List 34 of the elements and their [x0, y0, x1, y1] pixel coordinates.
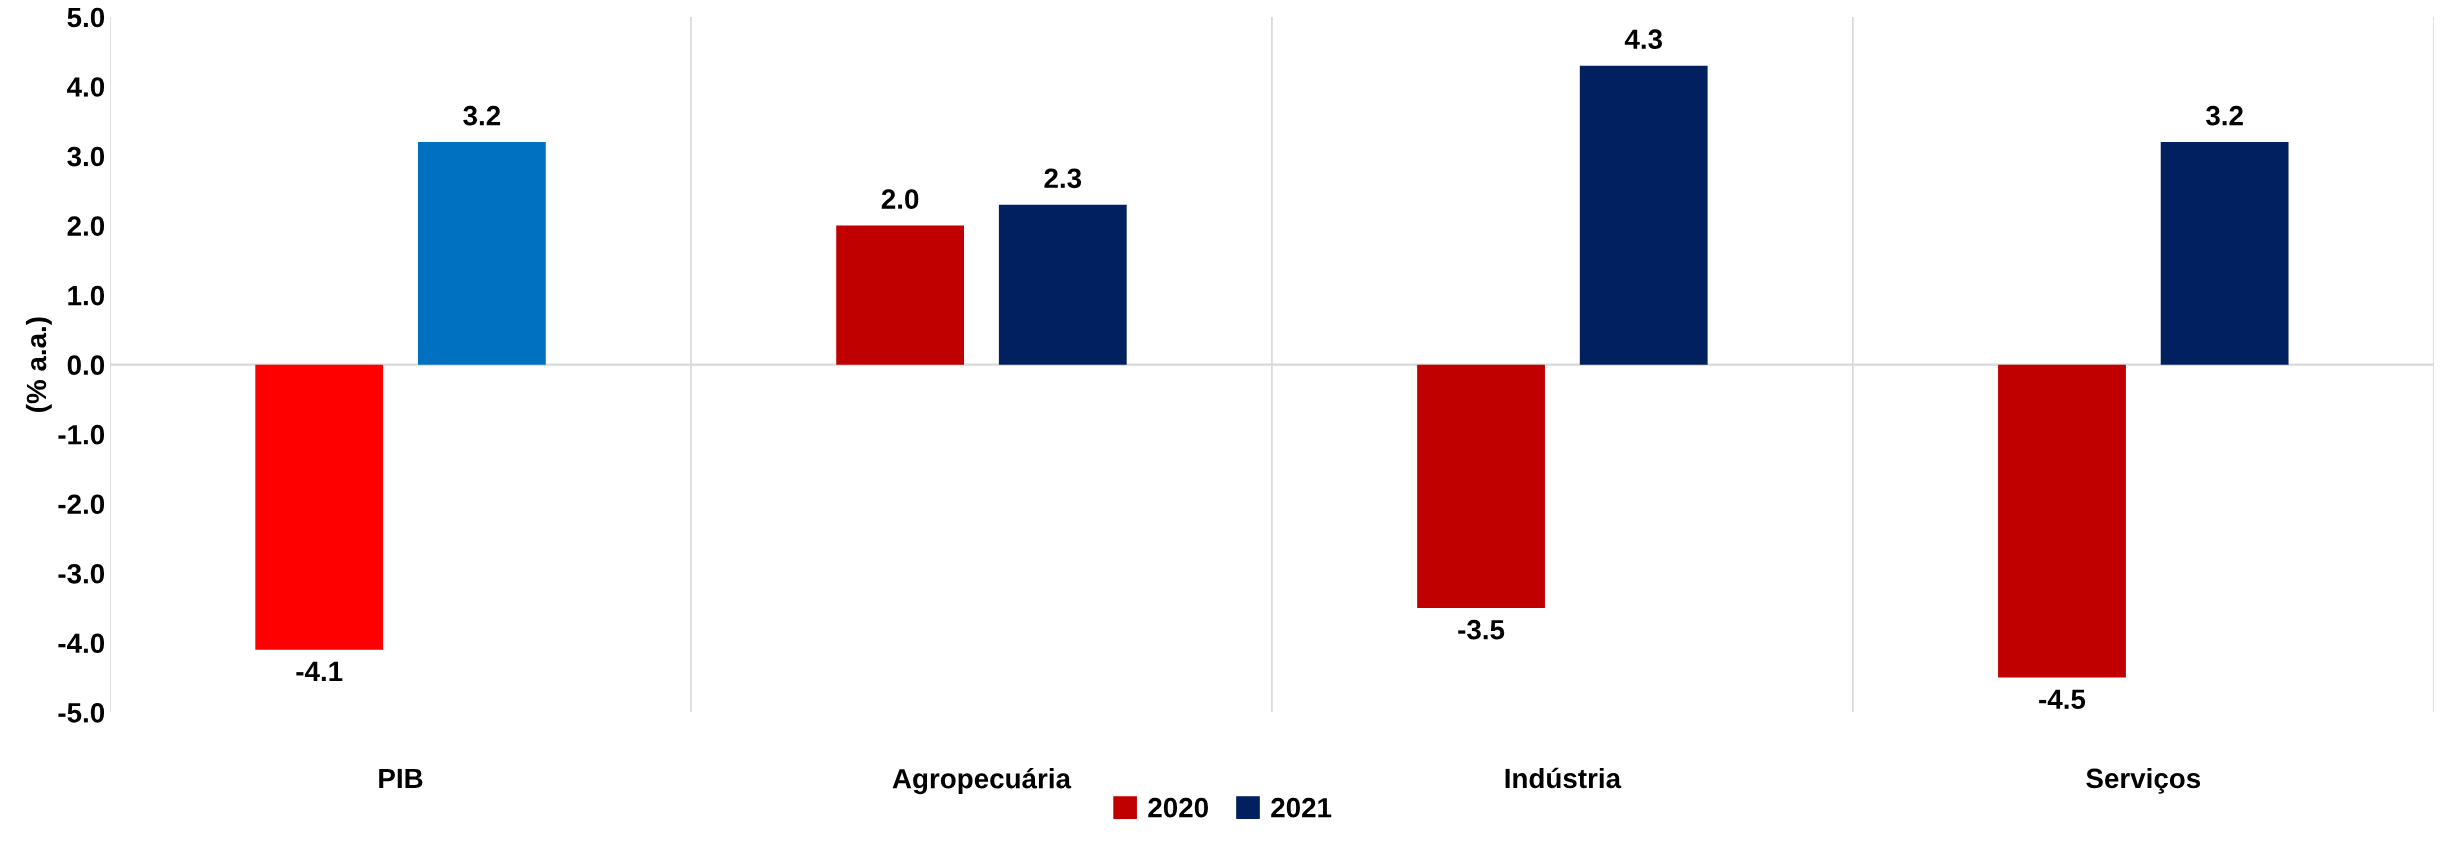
bar — [255, 364, 384, 650]
bar — [1579, 65, 1708, 365]
x-tick-label: Serviços — [2086, 767, 2201, 794]
bar — [836, 225, 965, 365]
y-axis-title: (% a.a.) — [25, 317, 52, 412]
y-tick-label: 0.0 — [67, 355, 105, 375]
legend-label: 2020 — [1148, 797, 1208, 818]
bar — [2160, 142, 2289, 365]
y-tick-label: -4.0 — [58, 633, 105, 654]
y-tick-label: 4.0 — [67, 77, 105, 97]
bar — [1417, 364, 1545, 609]
bar — [1998, 364, 2126, 678]
data-label: -3.5 — [1458, 619, 1505, 640]
data-label: 2.3 — [1044, 168, 1082, 189]
y-tick-label: -2.0 — [58, 494, 105, 515]
x-tick-label: Indústria — [1505, 767, 1622, 789]
data-label: 3.2 — [463, 105, 501, 126]
y-tick-label: -1.0 — [58, 424, 105, 445]
data-label: 4.3 — [1624, 29, 1663, 50]
legend-label: 2021 — [1271, 797, 1332, 818]
bar — [998, 204, 1127, 365]
bar — [417, 142, 546, 365]
data-label: -4.1 — [296, 661, 343, 681]
data-label: 2.0 — [881, 189, 919, 209]
x-tick-label: PIB — [379, 768, 423, 789]
data-label: -4.5 — [2039, 689, 2086, 710]
x-tick-label: Agropecuária — [892, 767, 1072, 795]
y-tick-label: 2.0 — [67, 216, 105, 236]
y-tick-label: 5.0 — [67, 7, 105, 28]
data-label: 3.2 — [2205, 105, 2243, 126]
y-tick-label: 1.0 — [68, 285, 105, 306]
y-tick-label: 3.0 — [67, 146, 105, 167]
y-tick-label: -3.0 — [58, 563, 105, 584]
y-tick-label: -5.0 — [58, 702, 105, 723]
